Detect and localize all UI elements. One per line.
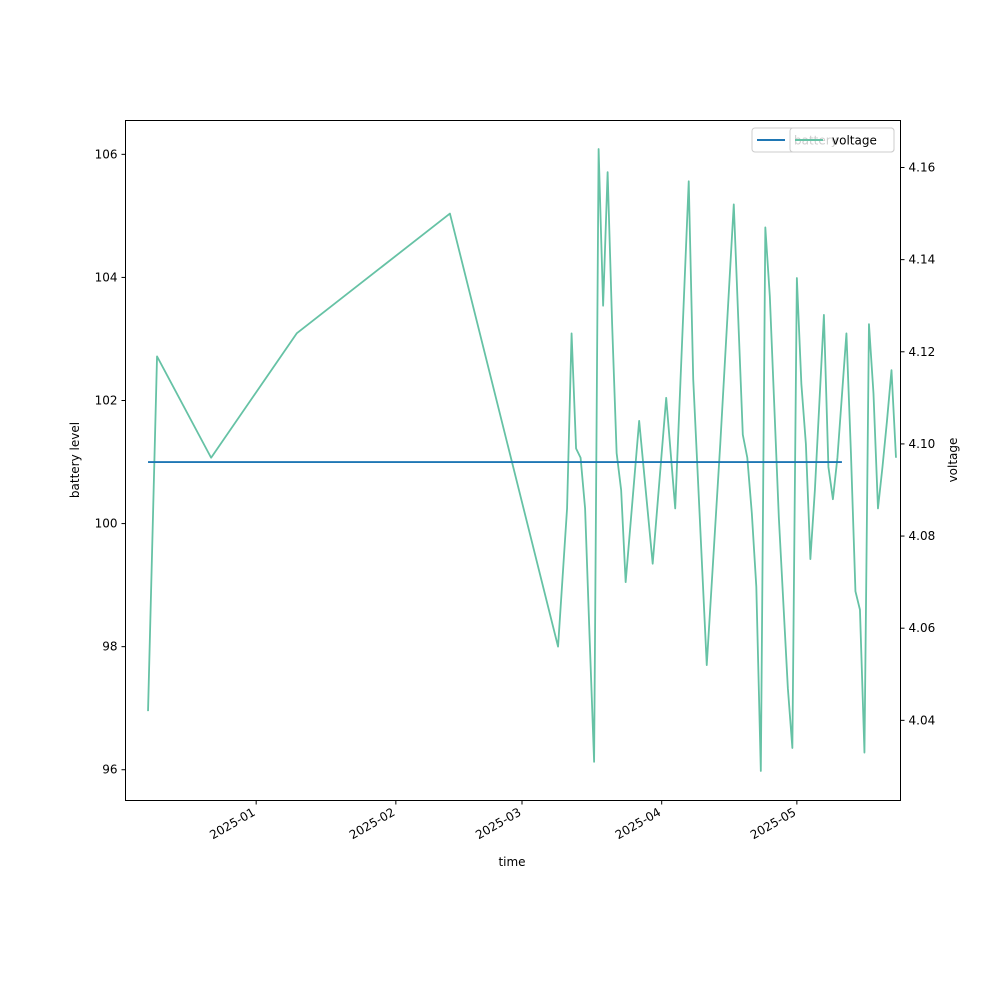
- x-tick-label: 2025-05: [748, 805, 798, 842]
- y-left-tick-label: 98: [102, 640, 117, 654]
- y-axis-left-title: battery level: [68, 422, 82, 498]
- legend-area: batteryvoltage: [751, 127, 895, 153]
- y-left-tick-label: 100: [95, 517, 118, 531]
- y-axis-left: 96 98 100 102 104 106: [95, 147, 126, 777]
- x-tick-label: 2025-04: [613, 805, 663, 842]
- y-axis-right: 4.04 4.06 4.08 4.10 4.12 4.14 4.16: [900, 160, 936, 727]
- legend-right: voltage: [789, 127, 895, 153]
- series-layer: [147, 148, 897, 772]
- y-left-tick-label: 104: [95, 270, 118, 284]
- x-axis-title: time: [498, 855, 525, 869]
- x-tick-label: 2025-03: [473, 805, 523, 842]
- y-right-tick-label: 4.10: [909, 437, 936, 451]
- x-tick-label: 2025-02: [347, 805, 397, 842]
- y-right-tick-label: 4.04: [909, 713, 936, 727]
- y-left-tick-label: 96: [102, 763, 117, 777]
- y-right-tick-label: 4.14: [909, 253, 936, 267]
- y-right-tick-label: 4.06: [909, 621, 936, 635]
- y-right-tick-label: 4.08: [909, 529, 936, 543]
- y-left-tick-label: 102: [95, 394, 118, 408]
- x-tick-label: 2025-01: [207, 805, 257, 842]
- series-line-voltage: [147, 148, 897, 772]
- y-right-tick-label: 4.12: [909, 345, 936, 359]
- y-right-tick-label: 4.16: [909, 160, 936, 174]
- y-left-tick-label: 106: [95, 147, 118, 161]
- x-axis: 2025-01 2025-02 2025-03 2025-04 2025-05: [207, 800, 798, 842]
- plot-frame: [125, 120, 901, 801]
- legend-label-voltage: voltage: [832, 134, 877, 148]
- plot-area: [125, 120, 901, 801]
- y-axis-right-title: voltage: [946, 438, 960, 483]
- legend-box: [789, 127, 895, 153]
